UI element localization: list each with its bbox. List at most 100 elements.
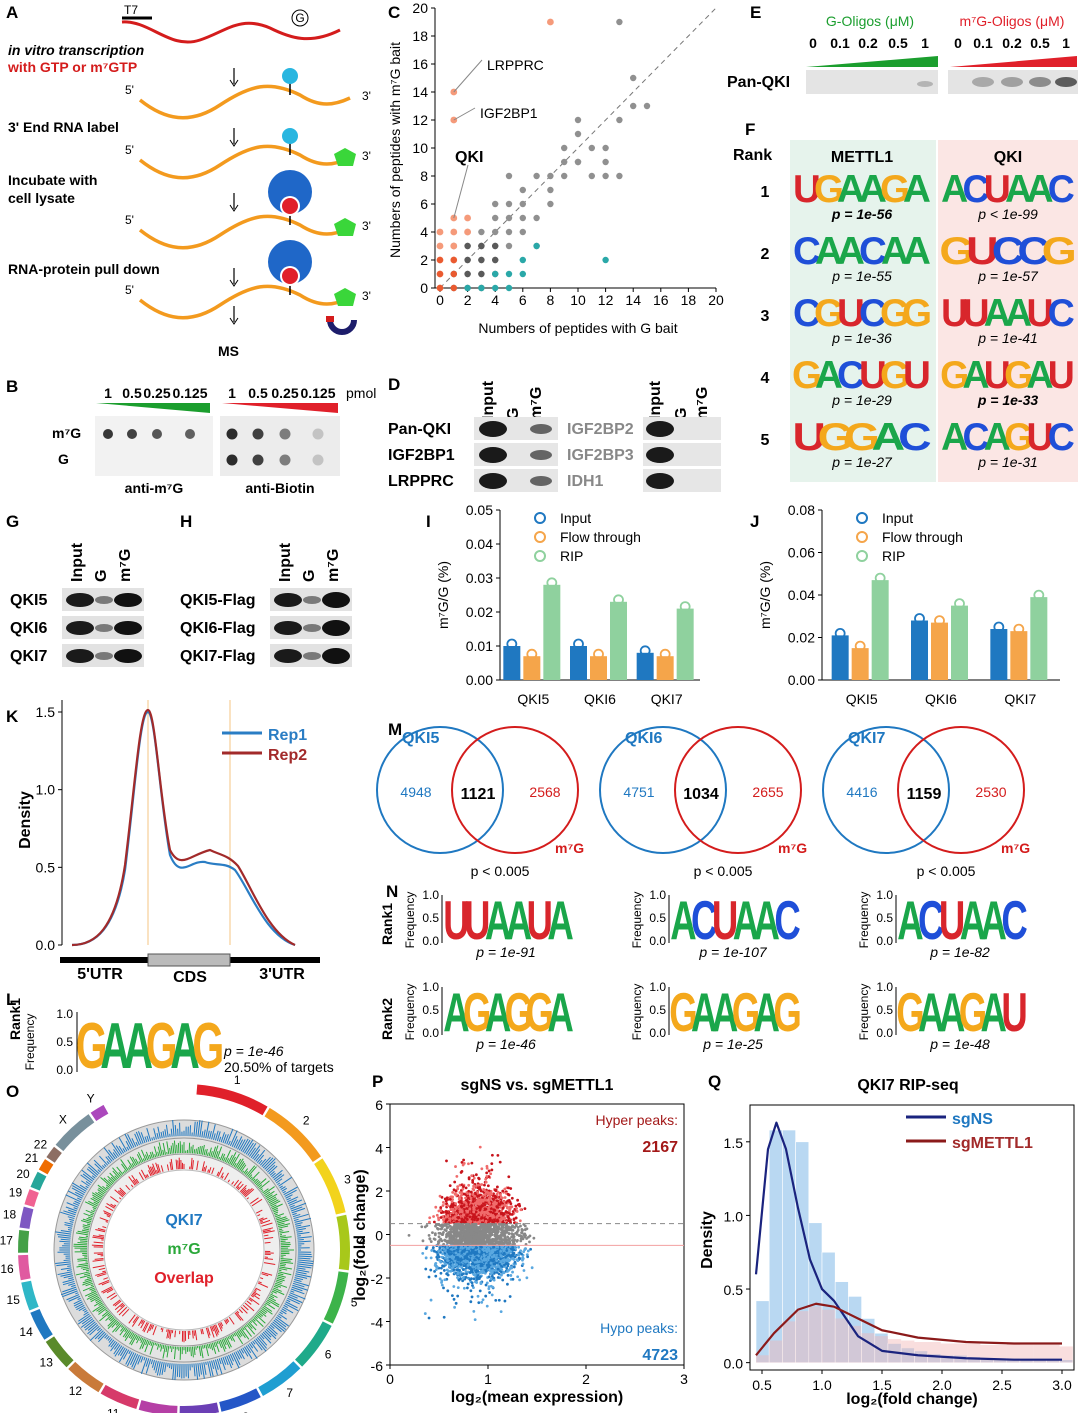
- x-axis-label: log₂(mean expression): [451, 1389, 623, 1406]
- data-point: [854, 640, 866, 652]
- logo-letter: C: [793, 292, 821, 335]
- overlap-bar: [227, 1179, 231, 1183]
- hyper-point: [461, 1187, 465, 1191]
- panel-label-d: D: [388, 375, 400, 394]
- qki7-bar: [63, 1275, 74, 1279]
- m7g-bar: [160, 1344, 163, 1352]
- venn-m7g-label: m⁷G: [778, 840, 807, 856]
- y-tick: 0.5: [422, 911, 439, 925]
- y-tick: 16: [412, 56, 428, 72]
- ns-point: [519, 1239, 523, 1243]
- qki7-bar: [105, 1156, 112, 1163]
- m7g-bar: [170, 1346, 173, 1353]
- logo-letter: A: [984, 415, 1011, 459]
- panel-label-e: E: [750, 3, 761, 22]
- hyper-point: [499, 1220, 503, 1224]
- m7g-bar: [213, 1145, 219, 1158]
- qki7-bar: [218, 1358, 222, 1365]
- hypo-point: [468, 1258, 472, 1262]
- hyper-point: [472, 1210, 476, 1214]
- hypo-point: [477, 1267, 481, 1271]
- m7g-bar: [206, 1152, 209, 1157]
- three-prime: 3': [362, 219, 371, 233]
- hyper-point: [499, 1215, 503, 1218]
- logo-letter: G: [880, 168, 910, 211]
- m7g-bar: [165, 1345, 168, 1353]
- logo-letter: A: [443, 982, 469, 1043]
- qki7-bar: [269, 1170, 275, 1176]
- bar: [590, 656, 607, 680]
- legend-marker: [534, 531, 546, 543]
- qki7-bar: [189, 1125, 192, 1137]
- logo-letter: U: [984, 353, 1011, 397]
- m7g-bar: [261, 1307, 268, 1314]
- scatter-point: [492, 242, 499, 250]
- m7g-bar: [173, 1346, 177, 1360]
- scatter-point: [533, 242, 540, 250]
- hypo-point: [461, 1268, 465, 1272]
- qki7-bar: [57, 1236, 71, 1239]
- qki7-bar: [85, 1180, 91, 1186]
- overlap-bar: [196, 1160, 199, 1171]
- mettl1-background: [790, 140, 936, 482]
- m7g-bar: [90, 1213, 94, 1216]
- hypo-point: [471, 1265, 475, 1269]
- overlap-bar: [112, 1299, 121, 1306]
- overlap-bar: [251, 1198, 263, 1207]
- hypo-point: [435, 1265, 439, 1269]
- overlap-bar: [205, 1327, 210, 1339]
- m7g-bar: [93, 1201, 99, 1205]
- step4-text: RNA-protein pull down: [8, 261, 160, 277]
- scatter-point: [436, 242, 444, 250]
- hyper-point: [478, 1205, 482, 1209]
- qki7-bar: [174, 1363, 177, 1381]
- p-value: p = 1e-46: [223, 1043, 284, 1059]
- m7g-bar: [122, 1171, 125, 1174]
- logo-letter: C: [962, 167, 989, 211]
- overlap-bar: [94, 1257, 104, 1260]
- qki7-bar: [167, 1362, 169, 1367]
- hyper-point: [491, 1219, 494, 1223]
- logo-letter: A: [691, 982, 717, 1043]
- overlap-bar: [241, 1189, 247, 1195]
- hypo-point: [421, 1252, 425, 1255]
- hypo-point: [438, 1277, 442, 1281]
- hypo-point: [456, 1256, 460, 1260]
- hypo-point: [446, 1273, 450, 1277]
- qki7-bar: [226, 1128, 234, 1145]
- chromosome-band: [264, 1107, 322, 1163]
- overlap-bar: [106, 1288, 114, 1294]
- x-tick: 10: [570, 292, 586, 308]
- chromosome-label: 8: [242, 1410, 249, 1413]
- y-axis-label: m⁷G/G (%): [757, 561, 773, 629]
- qki7-bar: [72, 1185, 86, 1194]
- m7g-bar: [92, 1303, 104, 1313]
- hypo-point: [431, 1246, 435, 1249]
- m7g-bar: [95, 1299, 102, 1304]
- hyper-point: [474, 1173, 478, 1177]
- overlap-bar: [106, 1203, 115, 1209]
- logo-letter: C: [898, 415, 931, 459]
- logo-letter: U: [962, 291, 989, 335]
- m7g-bar: [276, 1277, 285, 1282]
- qki7-bar: [74, 1200, 81, 1205]
- hypo-point: [492, 1262, 496, 1266]
- overlap-bar: [251, 1293, 260, 1300]
- y-tick: 0.5: [876, 1003, 893, 1017]
- hyper-point: [445, 1211, 449, 1215]
- overlap-bar: [92, 1259, 104, 1262]
- overlap-bar: [235, 1311, 244, 1321]
- m7g-bar: [279, 1235, 286, 1237]
- hypo-point: [503, 1258, 506, 1262]
- m7g-bar: [102, 1185, 108, 1191]
- qki7-bar: [259, 1334, 265, 1340]
- logo-letter: U: [1001, 982, 1027, 1043]
- step1-text: in vitro transcription: [8, 42, 144, 58]
- overlap-bar: [226, 1318, 230, 1322]
- legend-label: Flow through: [560, 529, 641, 545]
- qki7-bar: [240, 1138, 249, 1152]
- qki7-bar: [296, 1228, 306, 1231]
- hyper-point: [474, 1210, 478, 1214]
- hypo-point: [481, 1248, 485, 1251]
